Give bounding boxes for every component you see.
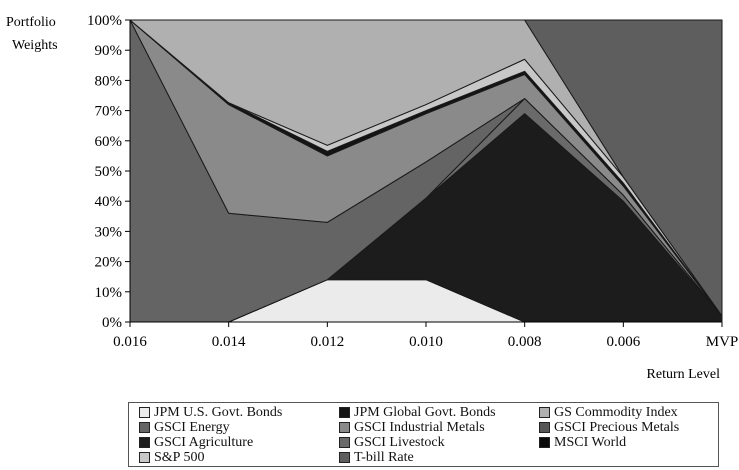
legend-swatch (339, 437, 350, 448)
x-ticks: 0.016 0.014 0.012 0.010 0.008 0.006 MVP (113, 322, 738, 350)
legend-item-jpm-u-s-govt-bonds: JPM U.S. Govt. Bonds (139, 405, 339, 420)
legend-label: S&P 500 (154, 450, 205, 465)
x-axis-title: Return Level (647, 367, 721, 382)
legend-label: JPM U.S. Govt. Bonds (154, 405, 283, 420)
legend-item-gsci-energy: GSCI Energy (139, 420, 339, 435)
legend-grid: JPM U.S. Govt. Bonds JPM Global Govt. Bon… (139, 405, 719, 465)
legend-item-gsci-livestock: GSCI Livestock (339, 435, 539, 450)
y-ticks: 0% 10% 20% 30% 40% 50% 60% 70% 80% 90% 100% (87, 13, 130, 331)
y-tick-label: 30% (95, 224, 123, 240)
y-tick-label: 20% (95, 255, 123, 271)
legend-item-gsci-precious-metals: GSCI Precious Metals (539, 420, 719, 435)
legend-label: GSCI Energy (154, 420, 230, 435)
legend-item-jpm-global-govt-bonds: JPM Global Govt. Bonds (339, 405, 539, 420)
legend-item-gsci-agriculture: GSCI Agriculture (139, 435, 339, 450)
y-tick-label: 40% (95, 194, 123, 210)
legend-swatch (139, 452, 150, 463)
y-tick-label: 70% (95, 104, 123, 120)
legend-label: JPM Global Govt. Bonds (354, 405, 496, 420)
legend-label: MSCI World (554, 435, 627, 450)
legend-swatch (139, 422, 150, 433)
legend-label: GSCI Industrial Metals (354, 420, 485, 435)
area-series-t-bill-rate (129, 19, 723, 317)
x-tick-label: 0.008 (508, 334, 542, 350)
legend-swatch (539, 437, 550, 448)
area-layers (129, 19, 723, 323)
y-tick-label: 60% (95, 134, 123, 150)
legend-label: GS Commodity Index (554, 405, 678, 420)
y-tick-label: 50% (95, 164, 123, 180)
legend-label: T-bill Rate (354, 450, 414, 465)
x-tick-label: MVP (706, 334, 739, 350)
legend-label: GSCI Livestock (354, 435, 445, 450)
legend-swatch (539, 407, 550, 418)
chart: 0%10%20%30%40%50%60%70%80%90%100% 0.016 0… (6, 13, 738, 382)
y-tick-label: 100% (87, 13, 122, 29)
x-tick-label: 0.010 (409, 334, 443, 350)
x-tick-label: 0.006 (606, 334, 640, 350)
legend-item-t-bill-rate: T-bill Rate (339, 450, 539, 465)
legend-swatch (139, 407, 150, 418)
legend-item-gs-commodity-index: GS Commodity Index (539, 405, 719, 420)
legend-label: GSCI Precious Metals (554, 420, 680, 435)
x-tick-label: 0.016 (113, 334, 147, 350)
legend-swatch (339, 407, 350, 418)
y-tick-label: 90% (95, 43, 123, 59)
x-tick-label: 0.012 (310, 334, 344, 350)
legend-swatch (539, 422, 550, 433)
legend-item-msci-world: MSCI World (539, 435, 719, 450)
legend: JPM U.S. Govt. Bonds JPM Global Govt. Bon… (128, 402, 719, 467)
y-tick-label: 10% (95, 285, 123, 301)
legend-swatch (339, 422, 350, 433)
y-axis-title-line2: Weights (12, 38, 58, 53)
legend-item-gsci-industrial-metals: GSCI Industrial Metals (339, 420, 539, 435)
legend-label: GSCI Agriculture (154, 435, 254, 450)
legend-swatch (339, 452, 350, 463)
legend-item-s-p-500: S&P 500 (139, 450, 339, 465)
y-tick-label: 0% (102, 315, 122, 331)
y-axis-title-line1: Portfolio (6, 15, 56, 30)
x-tick-label: 0.014 (212, 334, 246, 350)
y-tick-label: 80% (95, 73, 123, 89)
legend-swatch (139, 437, 150, 448)
